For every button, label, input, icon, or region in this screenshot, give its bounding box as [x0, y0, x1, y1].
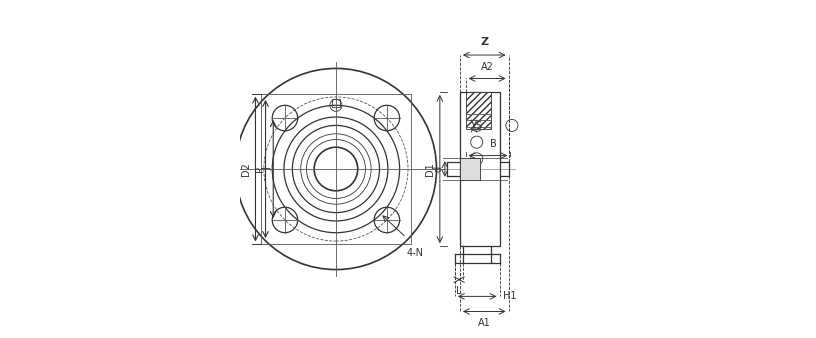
Text: D2: D2: [241, 162, 251, 176]
Text: 4-N: 4-N: [406, 248, 424, 258]
Text: Z: Z: [480, 37, 488, 47]
Text: J: J: [262, 168, 273, 170]
Text: S: S: [476, 121, 481, 131]
Bar: [466, 92, 491, 129]
Bar: [260, 94, 411, 244]
Text: A1: A1: [478, 318, 490, 328]
Text: B: B: [490, 139, 497, 149]
Text: A2: A2: [481, 62, 494, 72]
Bar: [460, 92, 500, 246]
Text: d: d: [433, 166, 443, 172]
Text: L: L: [456, 286, 462, 296]
Text: D1: D1: [425, 162, 435, 176]
Text: P: P: [255, 166, 264, 172]
Text: H1: H1: [503, 291, 517, 301]
Bar: [332, 99, 340, 107]
Bar: [460, 158, 480, 180]
